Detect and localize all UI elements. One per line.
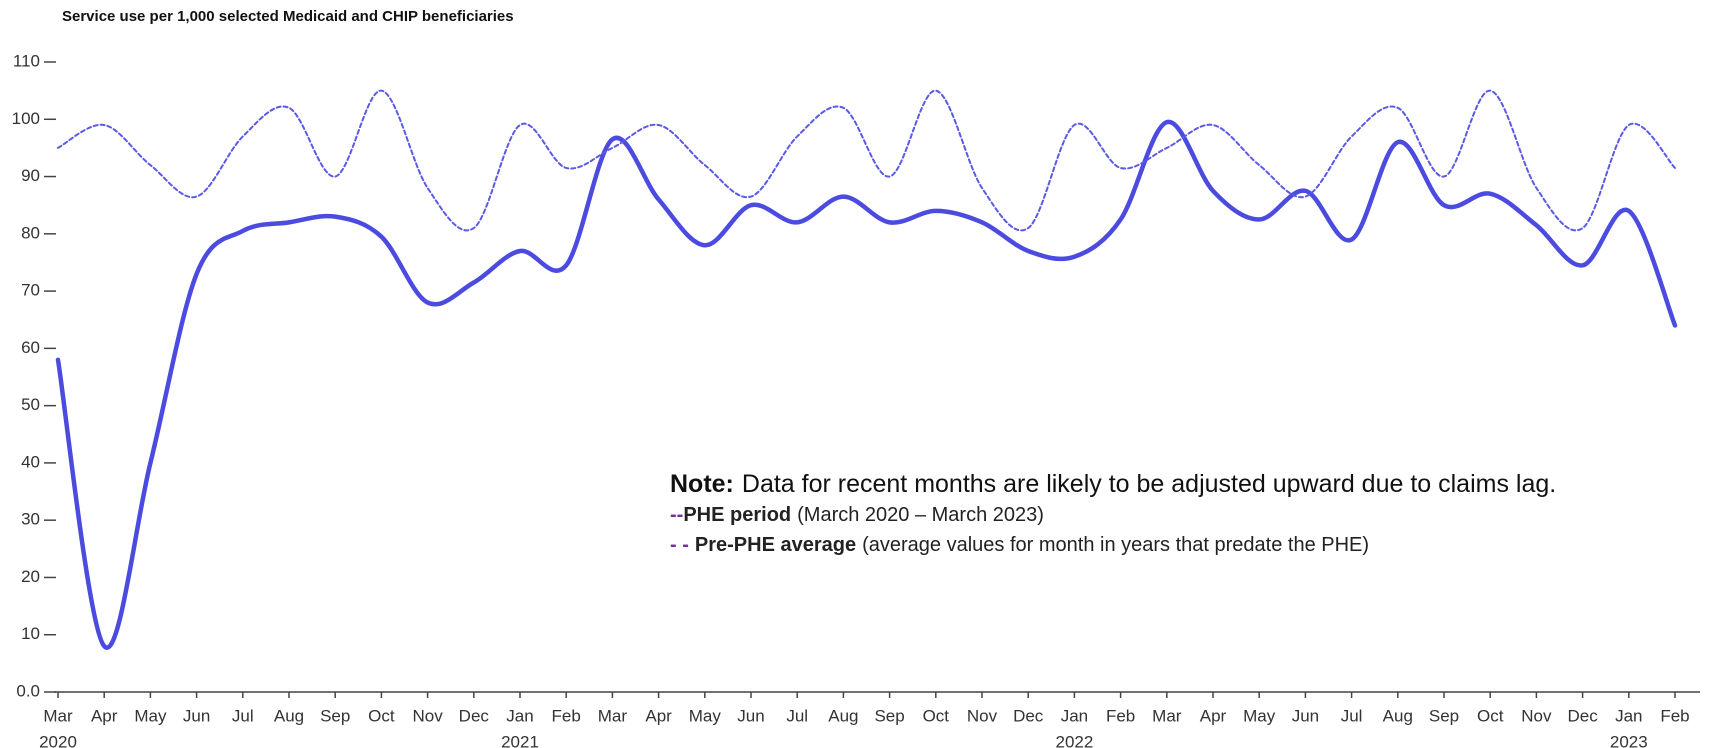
year-label: 2022 <box>1055 732 1093 748</box>
legend-name: PHE period <box>683 504 791 526</box>
legend-name: Pre-PHE average <box>695 534 856 556</box>
x-tick-label: Sep <box>874 706 904 725</box>
x-tick-label: Oct <box>1477 706 1504 725</box>
x-tick-label: Jan <box>506 706 533 725</box>
y-tick-label: 0.0 <box>16 681 40 700</box>
legend-symbol: -- <box>670 504 683 526</box>
x-tick-label: Jun <box>183 706 210 725</box>
y-tick-label: 100 <box>12 109 40 128</box>
year-label: 2021 <box>501 732 539 748</box>
x-tick-label: Nov <box>967 706 998 725</box>
x-tick-label: May <box>1243 706 1276 725</box>
x-tick-label: Mar <box>1152 706 1182 725</box>
y-tick-label: 70 <box>21 281 40 300</box>
x-tick-label: Jan <box>1615 706 1642 725</box>
year-label: 2023 <box>1610 732 1648 748</box>
x-tick-label: Mar <box>598 706 628 725</box>
chart-title: Service use per 1,000 selected Medicaid … <box>62 8 514 25</box>
x-tick-label: Feb <box>552 706 581 725</box>
x-tick-label: Oct <box>923 706 950 725</box>
x-tick-label: Dec <box>1567 706 1598 725</box>
legend-entry: - - Pre-PHE average (average values for mo… <box>670 534 1369 556</box>
x-tick-label: Jan <box>1061 706 1088 725</box>
x-tick-label: Aug <box>828 706 858 725</box>
x-tick-label: Sep <box>320 706 350 725</box>
x-tick-label: Aug <box>1383 706 1413 725</box>
x-tick-label: Apr <box>645 706 672 725</box>
x-tick-label: Sep <box>1429 706 1459 725</box>
y-tick-label: 90 <box>21 166 40 185</box>
legend-description: (average values for month in years that … <box>862 534 1369 556</box>
x-tick-label: May <box>689 706 722 725</box>
y-tick-label: 40 <box>21 452 40 471</box>
y-tick-label: 20 <box>21 567 40 586</box>
x-tick-label: Feb <box>1106 706 1135 725</box>
x-tick-label: Feb <box>1660 706 1689 725</box>
y-tick-label: 10 <box>21 624 40 643</box>
x-tick-label: Jun <box>1292 706 1319 725</box>
legend-symbol: - - <box>670 534 689 556</box>
y-tick-label: 50 <box>21 395 40 414</box>
x-tick-label: May <box>134 706 167 725</box>
x-tick-label: Jul <box>786 706 808 725</box>
series-line <box>55 119 1678 650</box>
x-tick-label: Apr <box>1200 706 1227 725</box>
x-tick-label: Jun <box>737 706 764 725</box>
legend-entry: --PHE period (March 2020 – March 2023) <box>670 504 1044 526</box>
note-text: Data for recent months are likely to be … <box>742 470 1556 498</box>
x-tick-label: Dec <box>459 706 490 725</box>
x-tick-label: Nov <box>412 706 443 725</box>
x-tick-label: Oct <box>368 706 395 725</box>
y-tick-label: 110 <box>13 51 40 70</box>
x-tick-label: Dec <box>1013 706 1044 725</box>
x-tick-label: Jul <box>232 706 254 725</box>
x-tick-label: Aug <box>274 706 304 725</box>
legend-description: (March 2020 – March 2023) <box>797 504 1044 526</box>
x-tick-label: Apr <box>91 706 118 725</box>
x-tick-label: Nov <box>1521 706 1552 725</box>
note: Note: Data for recent months are likely t… <box>670 470 1556 498</box>
y-tick-label: 30 <box>21 510 40 529</box>
series-line-dashed <box>57 89 1676 232</box>
y-tick-label: 60 <box>21 338 40 357</box>
x-tick-label: Jul <box>1341 706 1363 725</box>
x-tick-label: Mar <box>43 706 73 725</box>
year-label: 2020 <box>39 732 77 748</box>
y-tick-label: 80 <box>21 223 40 242</box>
note-label: Note: <box>670 470 734 498</box>
